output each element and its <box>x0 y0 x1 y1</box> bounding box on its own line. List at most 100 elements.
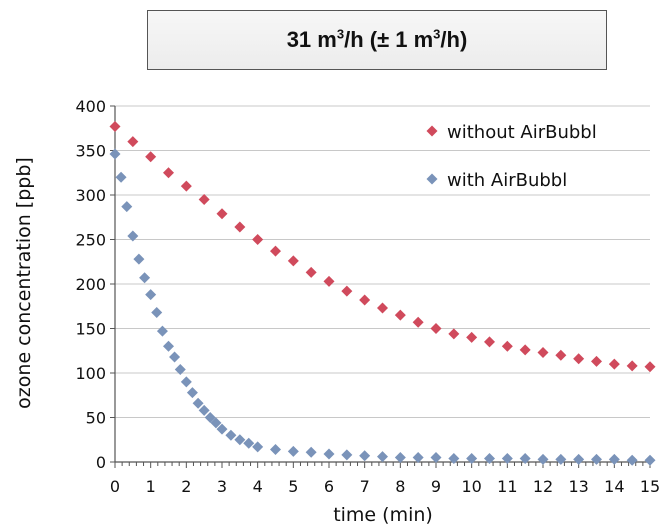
data-point <box>341 285 353 297</box>
legend: without AirBubbl with AirBubbl <box>426 122 597 191</box>
data-point <box>139 272 151 284</box>
x-tick-label: 7 <box>360 477 370 496</box>
x-tick-label: 2 <box>181 477 191 496</box>
data-point <box>555 349 567 361</box>
y-tick-label: 50 <box>86 409 106 428</box>
data-point <box>377 302 388 314</box>
y-axis-label: ozone concentration [ppb] <box>13 157 35 409</box>
data-point <box>466 452 478 464</box>
data-point <box>216 423 228 435</box>
data-point <box>573 453 585 465</box>
data-point <box>644 361 656 373</box>
x-tick-label: 14 <box>604 477 624 496</box>
y-tick-label: 200 <box>75 275 106 294</box>
data-point <box>127 136 139 148</box>
x-tick-label: 11 <box>497 477 517 496</box>
data-point <box>180 180 192 192</box>
y-tick-label: 100 <box>75 364 106 383</box>
x-axis-label: time (min) <box>333 504 433 526</box>
y-tick-label: 350 <box>75 142 106 161</box>
data-point <box>484 452 495 464</box>
x-tick-label: 12 <box>533 477 553 496</box>
data-point <box>109 148 121 160</box>
data-point <box>466 331 478 343</box>
data-point <box>430 323 442 334</box>
data-point <box>192 397 204 409</box>
data-point <box>145 151 157 163</box>
data-point <box>186 387 198 399</box>
data-point <box>145 289 157 301</box>
data-point <box>519 344 531 356</box>
data-point <box>591 453 602 465</box>
data-point <box>204 412 216 423</box>
data-point <box>573 353 585 365</box>
legend-label: without AirBubbl <box>447 122 597 143</box>
data-point <box>270 245 281 257</box>
data-point <box>133 253 145 265</box>
data-point <box>163 167 174 179</box>
x-tick-label: 1 <box>146 477 156 496</box>
data-point <box>519 452 531 464</box>
data-point <box>234 221 246 233</box>
data-point <box>252 234 264 245</box>
data-point <box>430 452 442 464</box>
x-tick-label: 4 <box>253 477 263 496</box>
data-point <box>252 441 264 453</box>
data-point <box>243 437 255 449</box>
data-point <box>287 445 299 457</box>
data-point <box>156 325 168 337</box>
x-tick-label: 15 <box>640 477 660 496</box>
legend-label: with AirBubbl <box>447 170 567 191</box>
data-point <box>359 294 371 306</box>
x-tick-label: 0 <box>110 477 120 496</box>
data-point <box>270 444 281 456</box>
data-point <box>174 363 186 375</box>
chart-title: 31 m3/h (± 1 m3/h) <box>286 26 468 52</box>
data-point <box>225 429 237 441</box>
data-point <box>323 275 335 287</box>
data-point <box>234 434 246 446</box>
data-point <box>121 201 133 213</box>
data-point <box>109 120 121 132</box>
data-point <box>198 404 210 416</box>
legend-marker <box>426 125 438 137</box>
gridlines <box>115 105 650 418</box>
x-tick-label: 6 <box>324 477 334 496</box>
data-point <box>484 336 495 348</box>
data-point <box>555 453 567 465</box>
y-tick-label: 150 <box>75 320 106 339</box>
data-point <box>127 230 139 242</box>
y-tick-label: 0 <box>96 453 106 472</box>
data-point <box>377 451 388 463</box>
data-point <box>501 340 513 352</box>
data-point <box>115 171 127 183</box>
data-point <box>198 193 210 205</box>
data-point <box>608 358 620 370</box>
x-tick-label: 9 <box>431 477 441 496</box>
chart-title-box: 31 m3/h (± 1 m3/h) <box>147 10 607 70</box>
data-point <box>412 316 424 328</box>
y-tick-label: 250 <box>75 231 106 250</box>
data-point <box>394 309 406 321</box>
data-point <box>608 453 620 465</box>
y-tick-label: 300 <box>75 186 106 205</box>
data-point <box>394 452 406 464</box>
data-point <box>448 328 460 340</box>
data-point <box>341 449 353 461</box>
data-point <box>448 452 460 464</box>
data-point <box>537 347 549 359</box>
series-without-airbubbl <box>109 120 656 373</box>
data-point <box>305 266 317 278</box>
x-tick-label: 13 <box>568 477 588 496</box>
data-series <box>109 120 656 466</box>
data-point <box>216 208 228 220</box>
data-point <box>626 454 638 466</box>
data-point <box>412 452 424 464</box>
x-tick-label: 3 <box>217 477 227 496</box>
data-point <box>359 450 371 462</box>
data-point <box>210 417 222 429</box>
data-point <box>591 355 602 367</box>
data-point <box>180 376 192 388</box>
